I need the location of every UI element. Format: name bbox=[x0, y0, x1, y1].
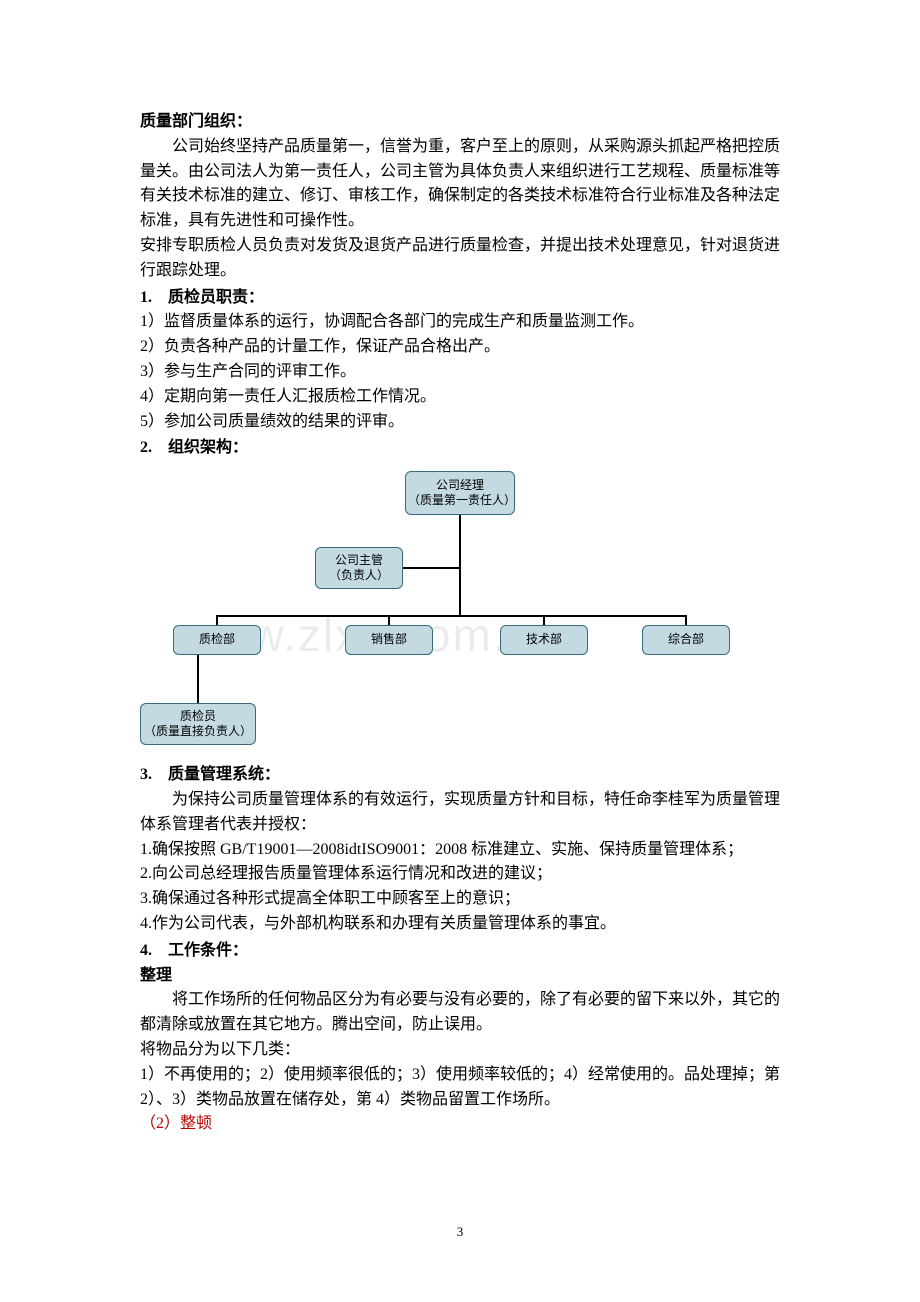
item3-title: 3. 质量管理系统： bbox=[140, 763, 780, 788]
item3-line-4: 4.作为公司代表，与外部机构联系和办理有关质量管理体系的事宜。 bbox=[140, 912, 780, 937]
item3-line-3: 3.确保通过各种形式提高全体职工中顾客至上的意识； bbox=[140, 887, 780, 912]
org-node-tech: 技术部 bbox=[500, 625, 588, 655]
org-node-label: 质检员 bbox=[180, 709, 216, 725]
item3-line-2: 2.向公司总经理报告质量管理体系运行情况和改进的建议； bbox=[140, 862, 780, 887]
org-line bbox=[197, 655, 199, 703]
org-node-insp: 质检员 （质量直接负责人） bbox=[140, 703, 256, 745]
item1-line-2: 2）负责各种产品的计量工作，保证产品合格出产。 bbox=[140, 335, 780, 360]
org-node-sublabel: （质量第一责任人） bbox=[408, 493, 512, 509]
item3-line-1: 1.确保按照 GB/T19001—2008idtISO9001：2008 标准建… bbox=[140, 838, 780, 863]
org-node-mgr: 公司主管 （负责人） bbox=[315, 547, 403, 589]
section-title-org: 质量部门组织： bbox=[140, 110, 780, 135]
org-line bbox=[543, 615, 545, 625]
org-node-label: 综合部 bbox=[668, 632, 704, 648]
item4-p3: 1）不再使用的；2）使用频率很低的；3）使用频率较低的；4）经常使用的。品处理掉… bbox=[140, 1063, 780, 1113]
org-line bbox=[685, 615, 687, 625]
item1-title: 1. 质检员职责： bbox=[140, 286, 780, 311]
org-node-sublabel: （质量直接负责人） bbox=[144, 724, 252, 740]
org-line bbox=[216, 615, 218, 625]
org-node-label: 公司主管 bbox=[335, 553, 383, 569]
item4-title: 4. 工作条件： bbox=[140, 939, 780, 964]
item4-p2: 将物品分为以下几类： bbox=[140, 1038, 780, 1063]
item1-line-3: 3）参与生产合同的评审工作。 bbox=[140, 360, 780, 385]
org-node-label: 技术部 bbox=[526, 632, 562, 648]
org-node-label: 质检部 bbox=[199, 632, 235, 648]
item4-sub1: 整理 bbox=[140, 964, 780, 989]
item4-sub2: （2）整顿 bbox=[140, 1112, 780, 1137]
org-chart: 公司经理 （质量第一责任人） 公司主管 （负责人） 质检部 销售部 技术部 综合… bbox=[140, 471, 760, 757]
item3-intro: 为保持公司质量管理体系的有效运行，实现质量方针和目标，特任命李桂军为质量管理体系… bbox=[140, 788, 780, 838]
item2-title: 2. 组织架构： bbox=[140, 436, 780, 461]
org-node-qc: 质检部 bbox=[173, 625, 261, 655]
section-body-1: 公司始终坚持产品质量第一，信誉为重，客户至上的原则，从采购源头抓起严格把控质量关… bbox=[140, 135, 780, 234]
org-line bbox=[459, 515, 461, 615]
section-body-2: 安排专职质检人员负责对发货及退货产品进行质量检查，并提出技术处理意见，针对退货进… bbox=[140, 234, 780, 284]
item1-line-4: 4）定期向第一责任人汇报质检工作情况。 bbox=[140, 385, 780, 410]
item4-p1: 将工作场所的任何物品区分为有必要与没有必要的，除了有必要的留下来以外，其它的都清… bbox=[140, 988, 780, 1038]
org-node-sales: 销售部 bbox=[345, 625, 433, 655]
item1-line-5: 5）参加公司质量绩效的结果的评审。 bbox=[140, 410, 780, 435]
page-number: 3 bbox=[0, 1222, 920, 1242]
org-node-gen: 综合部 bbox=[642, 625, 730, 655]
item1-line-1: 1）监督质量体系的运行，协调配合各部门的完成生产和质量监测工作。 bbox=[140, 310, 780, 335]
org-line bbox=[388, 615, 390, 625]
org-line bbox=[216, 615, 687, 617]
org-node-label: 公司经理 bbox=[436, 478, 484, 494]
org-node-label: 销售部 bbox=[371, 632, 407, 648]
org-node-top: 公司经理 （质量第一责任人） bbox=[405, 471, 515, 515]
org-node-sublabel: （负责人） bbox=[329, 568, 389, 584]
org-line bbox=[403, 567, 459, 569]
